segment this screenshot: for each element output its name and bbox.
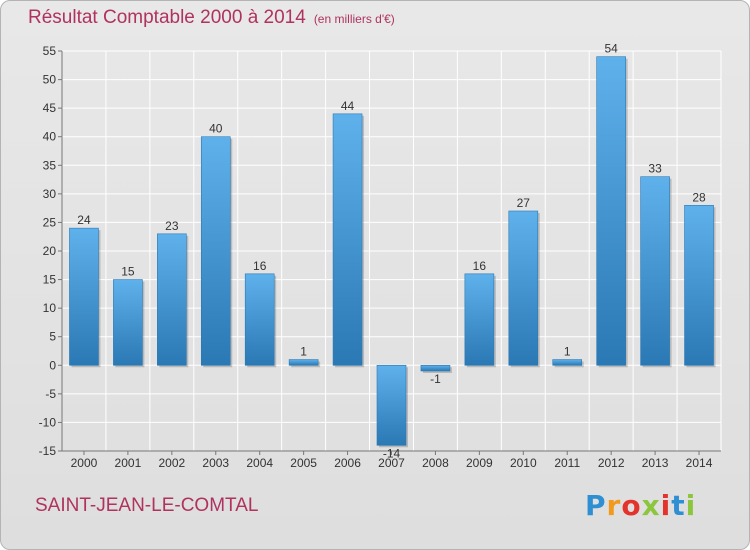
data-label-2011: 1: [564, 345, 571, 359]
bar-2004: [244, 273, 275, 366]
x-tick-label-2011: 2011: [554, 456, 580, 470]
x-tick-label-2000: 2000: [71, 456, 98, 470]
data-label-2012: 54: [604, 42, 618, 56]
logo-letter: i: [685, 489, 697, 522]
y-tick-label: -5: [45, 387, 56, 401]
bar-2005: [288, 359, 319, 366]
bar-2008: [420, 364, 451, 372]
x-tick-label-2009: 2009: [466, 456, 493, 470]
x-tick-label-2010: 2010: [510, 456, 537, 470]
data-label-2005: 1: [300, 345, 307, 359]
bar-2000: [69, 227, 99, 366]
bar-2013: [640, 176, 670, 366]
x-tick-label-2007: 2007: [378, 456, 405, 470]
data-label-2006: 44: [341, 99, 355, 113]
bar-2001: [113, 279, 143, 366]
data-label-2013: 33: [648, 162, 662, 176]
x-tick-label-2002: 2002: [158, 456, 185, 470]
data-label-2007: -14: [383, 446, 401, 460]
x-tick-label-2013: 2013: [642, 456, 669, 470]
y-tick-label: 0: [49, 358, 56, 372]
data-label-2014: 28: [692, 190, 706, 204]
y-tick-label: -10: [39, 415, 57, 429]
x-tick-label-2008: 2008: [422, 456, 449, 470]
y-tick-label: 25: [43, 215, 57, 229]
x-tick-label-2014: 2014: [686, 456, 713, 470]
y-tick-label: 15: [43, 273, 57, 287]
y-tick-label: 30: [43, 187, 57, 201]
x-tick-label-2004: 2004: [246, 456, 273, 470]
bar-2012: [596, 56, 626, 366]
logo-letter: r: [606, 489, 622, 522]
x-tick-label-2012: 2012: [598, 456, 625, 470]
y-tick-label: 40: [43, 130, 57, 144]
chart-title-text: Résultat Comptable 2000 à 2014: [28, 7, 306, 28]
data-label-2004: 16: [253, 259, 267, 273]
bar-2010: [508, 210, 539, 366]
x-tick-label-2006: 2006: [334, 456, 361, 470]
bar-2014: [684, 204, 714, 366]
data-label-2008: -1: [430, 372, 441, 386]
y-tick-label: 50: [43, 73, 57, 87]
labels: -15 -10 -5 0 5 10 15 20 25 30 35 40 45 50 55 24 2000 15 20…: [39, 42, 713, 470]
data-label-2002: 23: [165, 219, 179, 233]
chart-title: Résultat Comptable 2000 à 2014 (en millie…: [28, 7, 395, 29]
logo-letter: P: [585, 489, 607, 522]
bar-2011: [552, 359, 583, 366]
bars: [69, 56, 716, 448]
data-label-2010: 27: [517, 196, 531, 210]
bar-2007: [376, 364, 407, 446]
bar-2006: [332, 113, 363, 366]
y-tick-label: 35: [43, 158, 57, 172]
y-tick-label: 45: [43, 101, 57, 115]
bar-2003: [200, 136, 231, 366]
proxiti-logo[interactable]: Proxiti: [585, 489, 696, 522]
logo-letter: t: [671, 489, 686, 522]
logo-letter: o: [621, 489, 642, 522]
y-tick-label: 20: [43, 244, 57, 258]
y-tick-label: -15: [39, 444, 57, 458]
data-label-2009: 16: [473, 259, 487, 273]
y-tick-label: 5: [49, 330, 56, 344]
axes: [58, 50, 721, 455]
x-tick-label-2005: 2005: [290, 456, 317, 470]
data-label-2003: 40: [209, 122, 223, 136]
x-tick-label-2001: 2001: [115, 456, 142, 470]
bar-2002: [157, 233, 187, 366]
y-tick-label: 10: [43, 301, 57, 315]
y-tick-label: 55: [43, 44, 57, 58]
data-label-2001: 15: [121, 265, 135, 279]
x-tick-label-2003: 2003: [202, 456, 229, 470]
data-label-2000: 24: [77, 213, 91, 227]
logo-letter: x: [641, 489, 661, 522]
chart-subtitle: (en milliers d'€): [313, 12, 395, 26]
commune-name: SAINT-JEAN-LE-COMTAL: [35, 495, 259, 516]
logo-letter: i: [660, 489, 672, 522]
bar-2009: [464, 273, 495, 366]
